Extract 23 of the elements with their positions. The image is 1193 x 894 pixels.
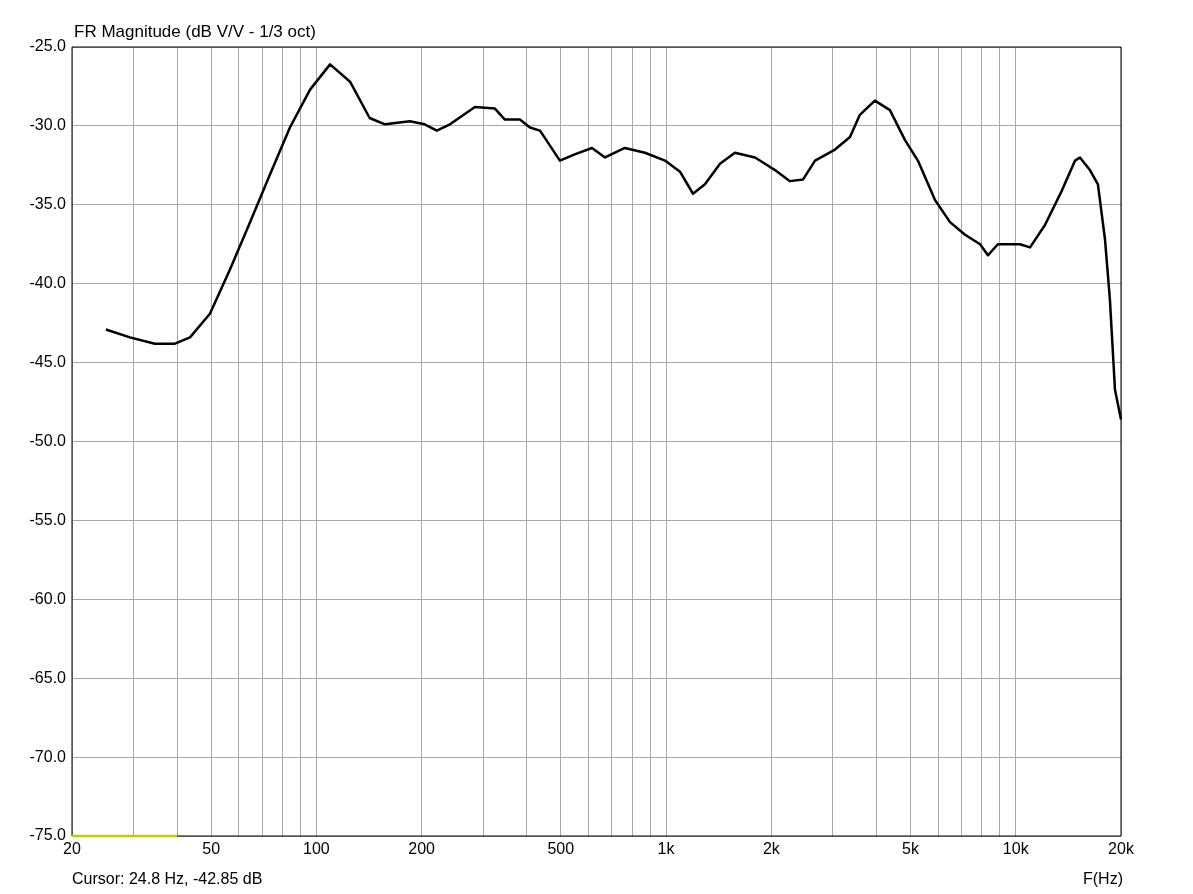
- y-tick-label: -50.0: [29, 431, 67, 449]
- x-tick-label: 1k: [657, 840, 676, 858]
- y-tick-label: -30.0: [29, 116, 67, 134]
- y-tick-label: -40.0: [29, 274, 67, 292]
- chart-title: FR Magnitude (dB V/V - 1/3 oct): [74, 22, 316, 42]
- x-axis-title: F(Hz): [1083, 870, 1123, 888]
- x-tick-label: 100: [303, 840, 330, 858]
- x-tick-label: 500: [547, 840, 575, 858]
- text: Cursor: 24.8 Hz, -42.85 dB: [72, 870, 263, 888]
- y-tick-label: -60.0: [29, 589, 67, 607]
- x-tick-label: 10k: [1002, 840, 1030, 858]
- x-tick-label: 20k: [1108, 840, 1135, 858]
- x-tick-label: 2k: [762, 840, 781, 858]
- x-tick-label: 200: [408, 840, 436, 858]
- x-tick-label: 50: [202, 840, 221, 858]
- y-tick-label: -65.0: [29, 668, 67, 686]
- y-tick-label: -55.0: [29, 510, 67, 528]
- y-tick-label: -70.0: [29, 747, 67, 765]
- y-tick-label: -25.0: [29, 37, 67, 55]
- x-tick-label: 20: [63, 840, 81, 858]
- y-tick-label: -45.0: [29, 353, 67, 371]
- y-tick-label: -35.0: [29, 195, 67, 213]
- x-tick-label: 5k: [902, 840, 920, 858]
